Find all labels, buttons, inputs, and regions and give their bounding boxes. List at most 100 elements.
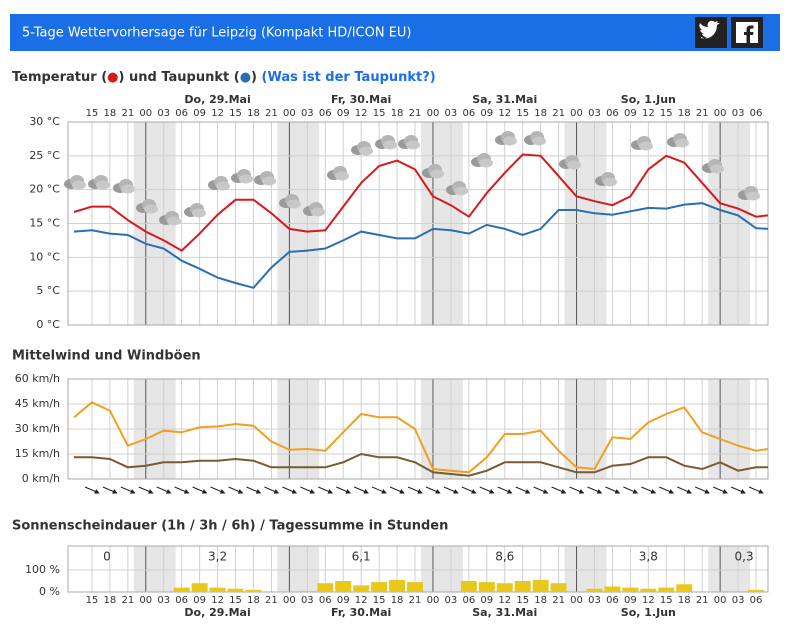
- dewpoint-link[interactable]: (Was ist der Taupunkt?): [262, 70, 436, 85]
- plot-frame: [67, 121, 769, 326]
- series-line: [74, 452, 768, 477]
- x-tick-label: 03: [157, 595, 170, 606]
- wind-arrow: [174, 486, 190, 494]
- wind-arrow: [371, 486, 387, 494]
- x-tick-label: 18: [391, 108, 404, 119]
- sunshine-bar: [604, 586, 621, 592]
- day-label: Do, 29.Mai: [184, 606, 250, 619]
- y-tick-label: 0 km/h: [22, 472, 60, 485]
- x-tick-label: 03: [445, 595, 458, 606]
- x-tick-label: 18: [534, 595, 547, 606]
- sunshine-bar: [335, 581, 352, 592]
- x-tick-label: 21: [121, 108, 134, 119]
- x-tick-label: 00: [283, 595, 296, 606]
- wind-arrow: [479, 486, 495, 494]
- x-tick-label: 06: [606, 595, 619, 606]
- sunshine-bar: [317, 583, 334, 592]
- x-tick-label: 06: [462, 595, 475, 606]
- sunshine-bar: [586, 588, 603, 592]
- x-tick-label: 15: [660, 108, 673, 119]
- wind-arrow: [569, 486, 585, 494]
- y-tick-label: 60 km/h: [15, 372, 60, 385]
- daily-total: 3,8: [639, 550, 658, 564]
- sunshine-bar: [191, 583, 208, 592]
- x-tick-label: 06: [606, 108, 619, 119]
- y-tick-label: 0 °C: [36, 318, 60, 331]
- x-tick-label: 18: [247, 108, 260, 119]
- wind-arrow: [84, 486, 100, 494]
- x-tick-label: 12: [498, 595, 511, 606]
- x-tick-label: 21: [552, 108, 565, 119]
- wind-arrow: [623, 486, 639, 494]
- x-tick-label: 00: [714, 108, 727, 119]
- x-tick-label: 15: [373, 108, 386, 119]
- wind-arrow: [138, 486, 154, 494]
- night-band: [133, 546, 176, 592]
- x-tick-label: 00: [427, 108, 440, 119]
- sunshine-bar: [353, 585, 370, 592]
- wind-arrow: [425, 486, 441, 494]
- x-tick-label: 00: [570, 108, 583, 119]
- series-line: [73, 401, 769, 474]
- day-label: So, 1.Jun: [621, 93, 676, 106]
- x-tick-label: 18: [678, 108, 691, 119]
- wind-arrow: [282, 486, 298, 494]
- daily-total: 6,1: [352, 550, 371, 564]
- x-tick-label: 15: [86, 108, 99, 119]
- wind-arrow: [694, 486, 710, 494]
- x-tick-label: 03: [301, 595, 314, 606]
- wind-arrow: [228, 486, 244, 494]
- x-tick-label: 00: [139, 595, 152, 606]
- wind-arrow: [677, 486, 693, 494]
- wind-arrow: [246, 486, 262, 494]
- x-tick-label: 06: [462, 108, 475, 119]
- facebook-button[interactable]: [731, 17, 763, 48]
- x-tick-label: 06: [319, 108, 332, 119]
- wind-arrow: [318, 486, 334, 494]
- wind-arrow: [551, 486, 567, 494]
- title-part: ●: [240, 70, 251, 85]
- wind-arrow: [659, 486, 675, 494]
- x-tick-label: 03: [588, 595, 601, 606]
- x-tick-label: 09: [193, 108, 206, 119]
- wind-arrow: [192, 486, 208, 494]
- plot-frame: [67, 378, 769, 480]
- y-tick-label: 30 km/h: [15, 422, 60, 435]
- x-tick-label: 03: [301, 108, 314, 119]
- header-title: 5-Tage Wettervorhersage für Leipzig (Kom…: [22, 26, 412, 41]
- sunshine-bar: [658, 587, 675, 592]
- x-tick-label: 03: [157, 108, 170, 119]
- wind-arrow: [515, 486, 531, 494]
- x-tick-label: 21: [265, 108, 278, 119]
- x-tick-label: 21: [696, 108, 709, 119]
- x-tick-label: 09: [337, 108, 350, 119]
- x-tick-label: 06: [750, 108, 763, 119]
- daily-total: 8,6: [495, 550, 514, 564]
- daily-total: 3,2: [208, 550, 227, 564]
- wind-arrow: [730, 486, 746, 494]
- day-label: Sa, 31.Mai: [472, 93, 537, 106]
- wind-arrow: [443, 486, 459, 494]
- x-tick-label: 15: [516, 595, 529, 606]
- wind-arrow: [264, 486, 280, 494]
- x-tick-label: 03: [732, 108, 745, 119]
- day-label: Sa, 31.Mai: [472, 606, 537, 619]
- x-tick-label: 06: [175, 595, 188, 606]
- x-tick-label: 00: [714, 595, 727, 606]
- day-label: Fr, 30.Mai: [331, 606, 391, 619]
- y-tick-label: 30 °C: [29, 115, 60, 128]
- sunshine-bar: [407, 582, 423, 592]
- y-tick-label: 10 °C: [29, 250, 60, 263]
- wind-arrow: [353, 486, 369, 494]
- x-tick-label: 21: [409, 108, 422, 119]
- sunshine-bar: [496, 583, 513, 592]
- sunshine-bar: [514, 581, 531, 592]
- x-tick-label: 09: [624, 108, 637, 119]
- sunshine-bar: [676, 584, 693, 592]
- x-tick-label: 09: [193, 595, 206, 606]
- y-tick-label: 100 %: [25, 563, 60, 576]
- day-label: Do, 29.Mai: [184, 93, 250, 106]
- x-tick-label: 09: [480, 108, 493, 119]
- sunshine-bar: [748, 589, 765, 592]
- twitter-button[interactable]: [695, 17, 727, 48]
